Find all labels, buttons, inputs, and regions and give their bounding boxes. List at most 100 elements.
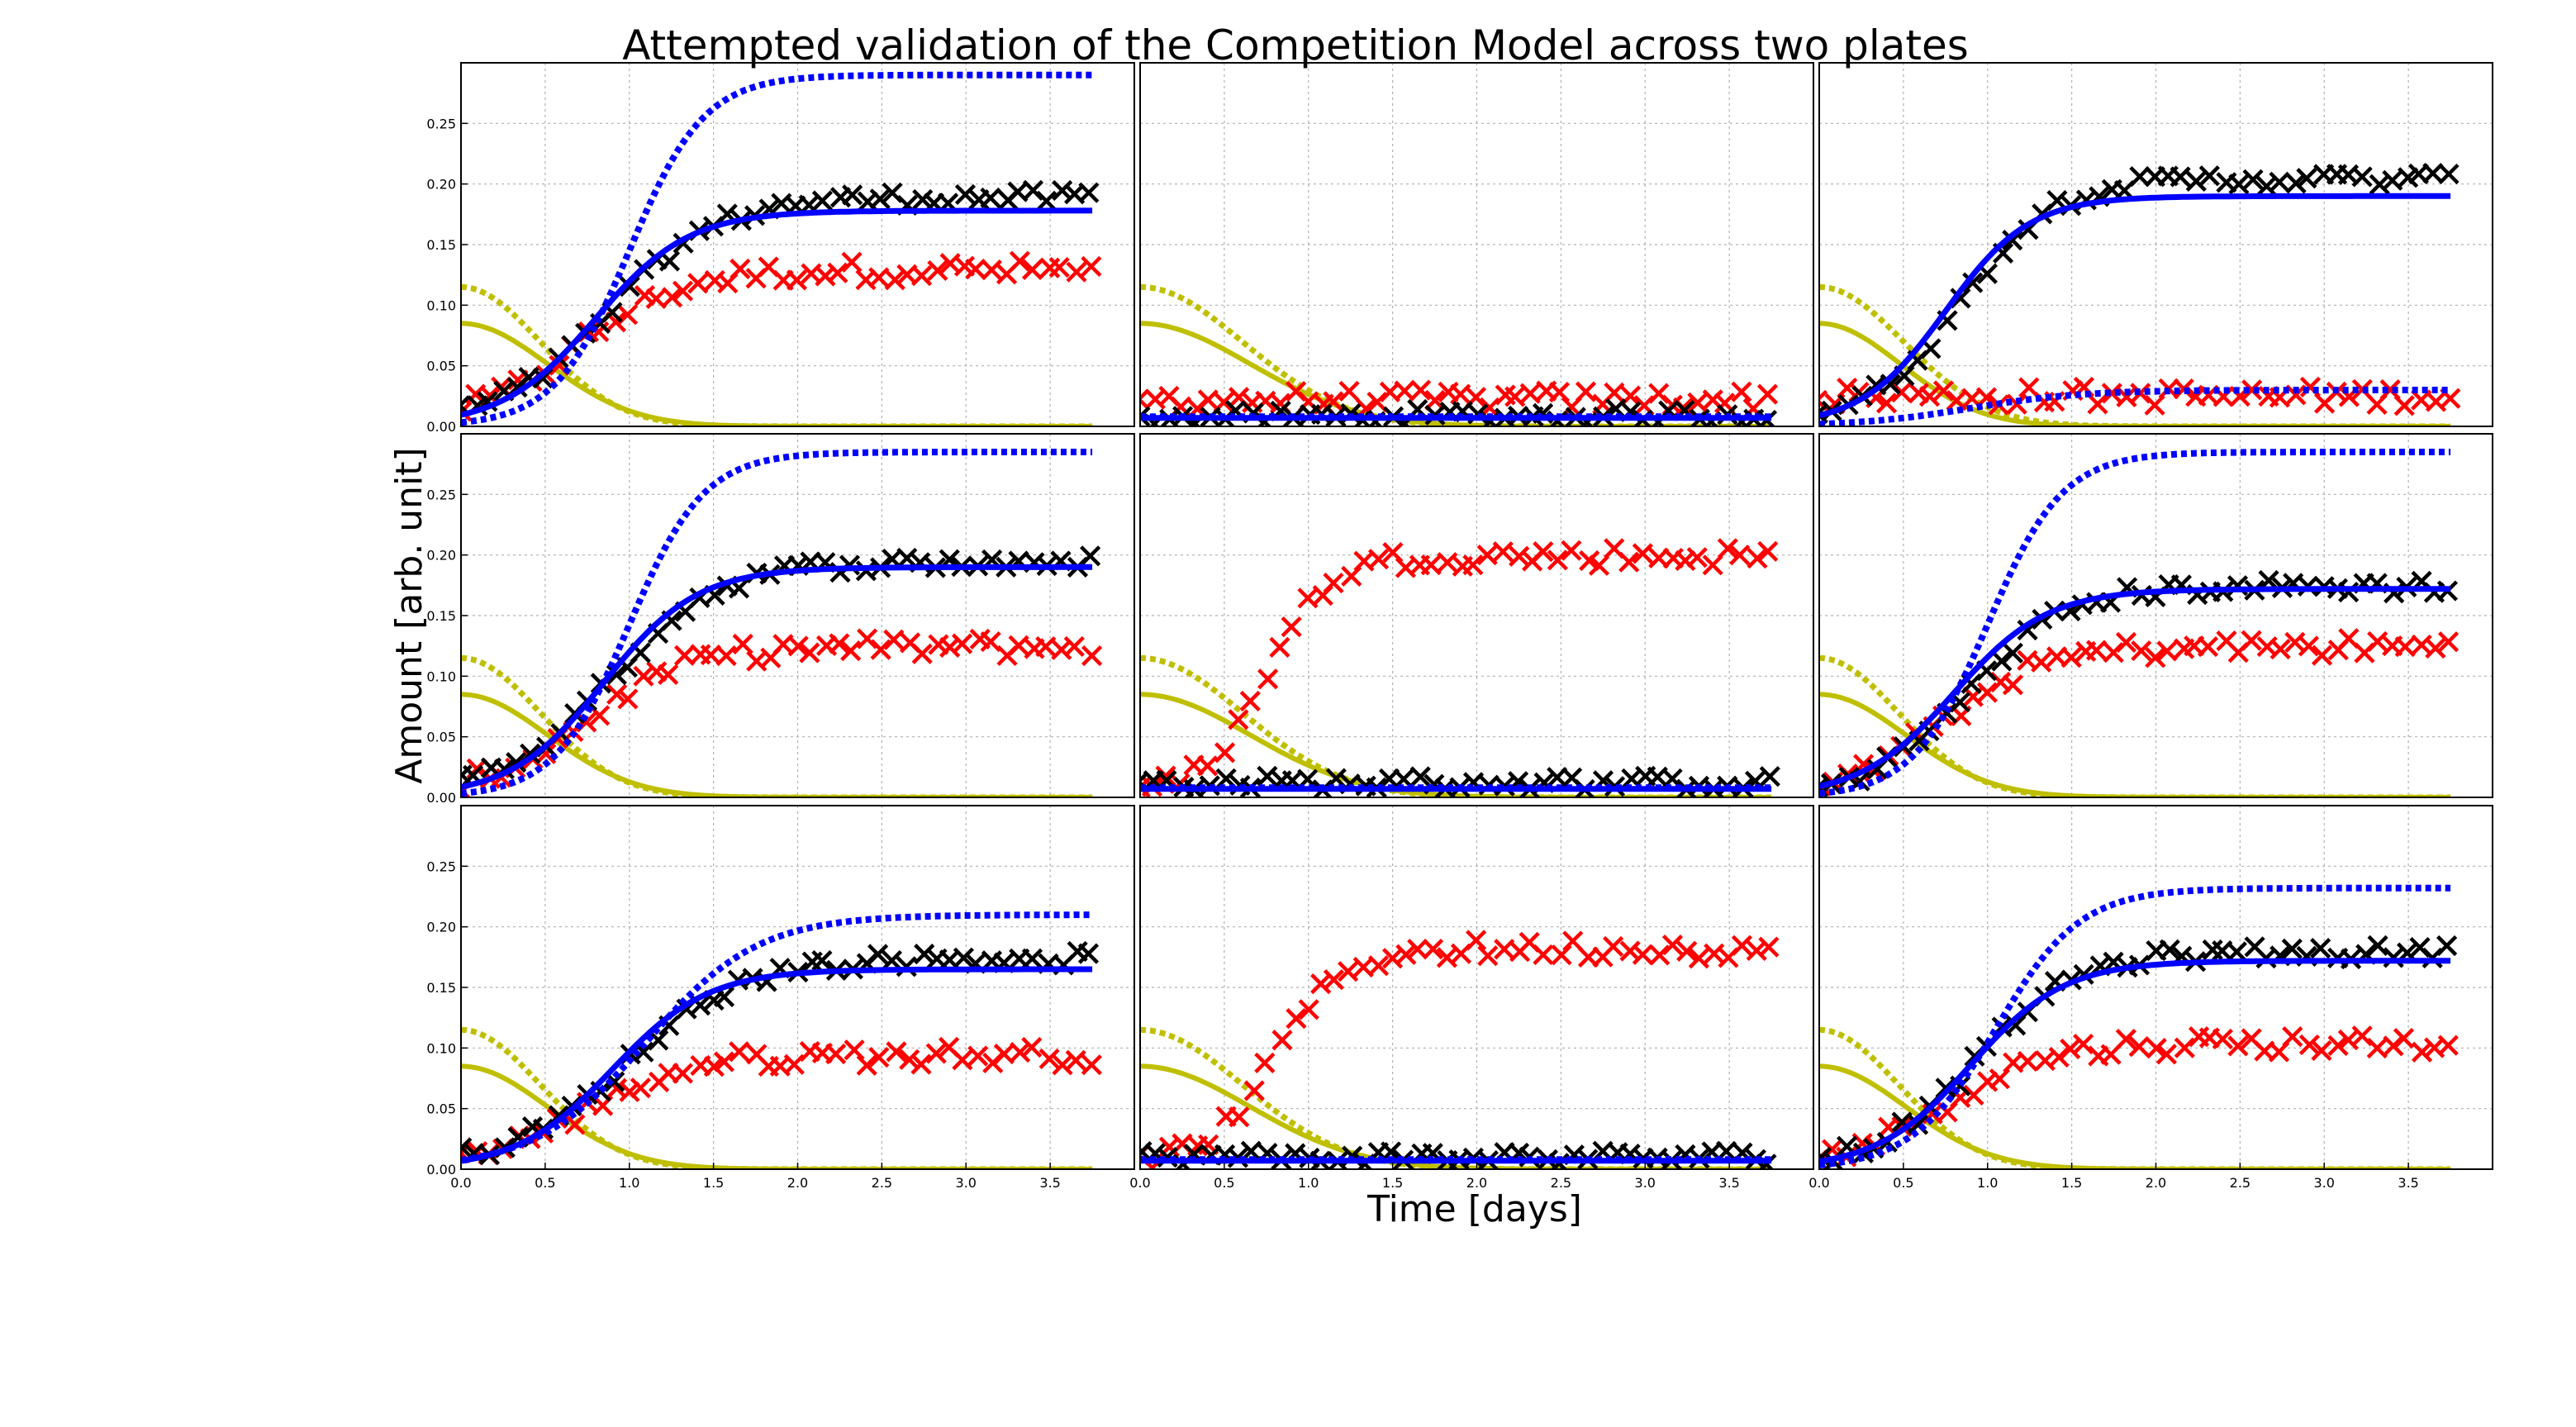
plot-area [1140,538,1780,797]
black-observation-marker [2159,939,2180,960]
x-tick-label: 2.0 [1466,1175,1487,1191]
red-observation-marker [2241,630,2262,651]
red-observation-marker [1229,1106,1250,1128]
x-tick-label: 1.5 [2061,1175,2082,1191]
red-observation-marker [1837,377,1858,399]
red-observation-marker [1065,1049,1086,1071]
olive-fit-curve [1140,692,1772,797]
x-tick-label: 3.5 [2398,1175,2418,1191]
black-observation-marker [1950,288,1971,309]
black-observation-marker [2296,168,2317,189]
red-observation-marker [1676,940,1698,962]
red-observation-marker [2085,640,2108,661]
red-observation-marker [1562,930,1584,952]
x-tick-label: 0.5 [1893,1175,1913,1191]
x-tick-label: 1.0 [1298,1175,1319,1191]
blue-fit-curve [1819,958,2451,1164]
red-observation-marker [870,639,891,660]
x-tick-label: 1.5 [1382,1175,1403,1191]
panel-frame [1139,62,1814,427]
black-observation-marker [1991,650,2013,672]
black-observation-marker [867,944,889,965]
red-observation-marker [1875,392,1898,414]
panel-8: 0.0 0.5 1.0 1.5 2.0 2.5 3.0 3.5 [1129,805,1814,1191]
red-observation-marker [1395,944,1417,965]
red-observation-marker [2060,1038,2081,1060]
red-observation-marker [787,635,809,657]
red-observation-marker [1661,935,1684,956]
x-tick-label: 1.0 [1977,1175,1998,1191]
y-tick-label: 0.20 [426,548,456,564]
x-tick-label: 3.0 [956,1175,977,1191]
black-observation-marker [1140,406,1151,426]
red-observation-marker [1323,969,1345,991]
red-observation-marker [1271,1030,1293,1051]
black-observation-marker [1077,943,1100,964]
red-observation-marker [1561,540,1582,561]
y-tick-label: 0.05 [426,359,456,374]
black-observation-marker [953,947,974,968]
red-observation-marker [1466,930,1487,951]
red-observation-marker [829,633,850,654]
red-observation-marker [1081,1054,1102,1076]
y-tick-label: 0.15 [426,980,456,996]
black-observation-marker [1962,272,1984,293]
red-observation-marker [2197,635,2219,658]
black-observation-marker [1819,1146,1832,1168]
red-observation-marker [2311,1039,2332,1062]
red-observation-marker [1575,381,1597,402]
red-observation-marker [2393,1028,2415,1049]
red-observation-marker [1450,383,1471,405]
black-observation-marker [1409,766,1431,787]
black-observation-marker [2338,581,2360,603]
red-observation-marker [786,269,808,291]
x-tick-label: 1.0 [619,1175,639,1191]
red-observation-marker [1281,616,1302,638]
panel-6 [1818,433,2493,798]
black-observation-marker [2242,169,2264,190]
panel-9: 0.0 0.5 1.0 1.5 2.0 2.5 3.0 3.5 [1808,805,2493,1191]
red-observation-marker [799,642,820,664]
red-observation-marker [1729,545,1751,566]
black-observation-marker [1907,1114,1929,1135]
red-observation-marker [662,287,683,308]
red-observation-marker [2017,1050,2038,1073]
black-observation-marker [912,188,934,211]
blue-dotted-curve [1819,387,2451,426]
red-observation-marker [2282,1026,2303,1048]
red-observation-marker [2048,1046,2070,1068]
olive-dotted-curve [1140,283,1772,426]
red-observation-marker [827,262,848,283]
red-observation-marker [1989,1068,2010,1090]
red-observation-marker [2351,1025,2373,1047]
black-observation-marker [2297,575,2319,597]
red-observation-marker [1619,940,1641,962]
red-observation-marker [1717,538,1738,559]
x-tick-label: 2.5 [872,1175,892,1191]
red-observation-marker [1286,1008,1307,1030]
chart-title: Attempted validation of the Competition … [622,21,1969,69]
red-observation-marker [2366,1037,2388,1059]
red-observation-marker [910,1054,932,1075]
red-observation-marker [1409,379,1432,401]
red-observation-marker [1632,543,1653,564]
red-observation-marker [899,1049,920,1070]
black-observation-marker [842,184,863,206]
red-observation-marker [2311,645,2333,666]
black-observation-marker [869,188,891,210]
y-tick-label: 0.15 [426,237,456,253]
olive-dotted-curve [461,1026,1093,1169]
red-observation-marker [2241,379,2263,401]
x-tick-label: 3.0 [1635,1175,1656,1191]
red-observation-marker [1038,1048,1060,1070]
blue-dotted-curve [461,911,1093,1163]
red-observation-marker [1367,549,1390,570]
red-observation-marker [1477,945,1499,967]
x-tick-label: 2.0 [2146,1175,2166,1191]
x-tick-label: 0.0 [1129,1175,1150,1191]
red-observation-marker [1462,554,1484,576]
panel-frame [1139,433,1814,798]
red-observation-marker [1366,392,1388,413]
red-observation-marker [730,258,751,280]
